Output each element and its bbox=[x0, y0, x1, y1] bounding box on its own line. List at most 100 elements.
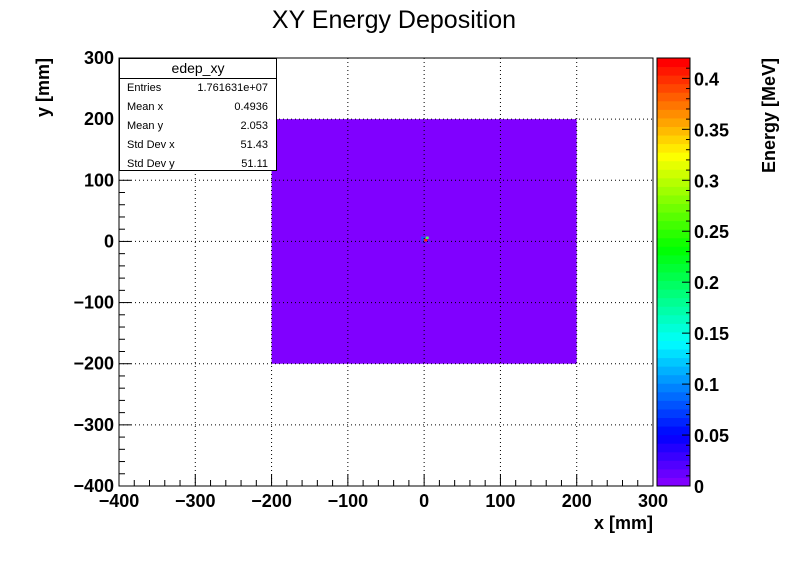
colorbar-band bbox=[657, 117, 690, 127]
colorbar-band bbox=[657, 331, 690, 341]
colorbar-band bbox=[657, 289, 690, 299]
colorbar-band bbox=[657, 408, 690, 419]
stats-box: edep_xy Entries 1.761631e+07 Mean x 0.49… bbox=[119, 58, 277, 171]
x-tick-label: 200 bbox=[562, 491, 592, 511]
stats-value: 1.761631e+07 bbox=[197, 82, 268, 94]
stats-value: 2.053 bbox=[240, 120, 268, 132]
colorbar-tick-label: 0 bbox=[694, 477, 704, 497]
colorbar-tick-label: 0.2 bbox=[694, 273, 719, 293]
stats-label: Std Dev x bbox=[127, 139, 175, 151]
colorbar-tick-label: 0.15 bbox=[694, 324, 729, 344]
color-scale-bar: 0 0.05 0.1 0.15 0.2 0.25 0.3 0.35 0.4 bbox=[656, 57, 729, 497]
colorbar-tick-label: 0.3 bbox=[694, 171, 719, 191]
colorbar-band bbox=[657, 100, 690, 110]
colorbar-band bbox=[657, 58, 690, 68]
stats-value: 0.4936 bbox=[234, 101, 268, 113]
y-axis-title: y [mm] bbox=[33, 58, 53, 117]
x-tick-label: −400 bbox=[99, 491, 140, 511]
colorbar-band bbox=[657, 477, 690, 487]
colorbar-band bbox=[657, 426, 690, 436]
colorbar-title: Energy [MeV] bbox=[759, 58, 779, 173]
heatmap-cell bbox=[427, 241, 431, 244]
colorbar-band bbox=[657, 417, 690, 427]
colorbar-band bbox=[657, 263, 690, 273]
colorbar-band bbox=[657, 460, 690, 470]
stats-row-stddev-x: Std Dev x 51.43 bbox=[120, 136, 276, 155]
stats-row-mean-y: Mean y 2.053 bbox=[120, 117, 276, 136]
heatmap-cell bbox=[421, 238, 425, 242]
colorbar-band bbox=[657, 400, 690, 410]
colorbar-band bbox=[657, 246, 690, 256]
stats-row-mean-x: Mean x 0.4936 bbox=[120, 98, 276, 117]
plot-frame bbox=[118, 57, 654, 487]
colorbar-band bbox=[657, 212, 690, 222]
colorbar-band bbox=[657, 443, 690, 453]
heatmap-cell bbox=[425, 236, 429, 239]
stats-label: Std Dev y bbox=[127, 158, 175, 170]
heatmap-region bbox=[271, 119, 577, 364]
colorbar-band bbox=[657, 186, 690, 196]
colorbar-band bbox=[657, 177, 690, 187]
colorbar-band bbox=[657, 169, 690, 179]
x-tick-label: −100 bbox=[328, 491, 369, 511]
x-tick-label: 0 bbox=[419, 491, 429, 511]
colorbar-band bbox=[657, 280, 690, 290]
stats-row-stddev-y: Std Dev y 51.11 bbox=[120, 155, 276, 174]
axes: −400 −300 −200 −100 0 100 200 300 −400 −300 −200 −1… bbox=[73, 48, 668, 511]
colorbar-band bbox=[657, 160, 690, 170]
colorbar-band bbox=[657, 143, 690, 153]
colorbar-band bbox=[657, 451, 690, 461]
stats-label: Entries bbox=[127, 82, 162, 94]
y-tick-label: −200 bbox=[73, 354, 114, 374]
y-tick-label: 0 bbox=[104, 231, 114, 251]
colorbar-tick-label: 0.35 bbox=[694, 120, 729, 140]
colorbar-tick-label: 0.1 bbox=[694, 375, 719, 395]
colorbar-band bbox=[657, 357, 690, 367]
x-tick-label: 100 bbox=[485, 491, 515, 511]
colorbar-band bbox=[657, 272, 690, 282]
colorbar-band bbox=[657, 306, 690, 316]
colorbar-band bbox=[657, 434, 690, 444]
y-tick-label: −300 bbox=[73, 415, 114, 435]
colorbar-band bbox=[657, 83, 690, 93]
x-axis-title: x [mm] bbox=[594, 513, 653, 533]
stats-box-title: edep_xy bbox=[120, 59, 276, 79]
stats-label: Mean x bbox=[127, 101, 164, 113]
chart-title: XY Energy Deposition bbox=[272, 6, 516, 34]
colorbar-band bbox=[657, 391, 690, 401]
colorbar-band bbox=[657, 374, 690, 384]
colorbar-tick-label: 0.05 bbox=[694, 426, 729, 446]
y-tick-label: −400 bbox=[73, 476, 114, 496]
colorbar-band bbox=[657, 383, 690, 393]
colorbar-band bbox=[657, 468, 690, 478]
stats-value: 51.11 bbox=[241, 158, 268, 170]
y-tick-label: −100 bbox=[73, 293, 114, 313]
heatmap-cell bbox=[421, 241, 425, 244]
colorbar-tick-label: 0.25 bbox=[694, 222, 729, 242]
colorbar-band bbox=[657, 92, 690, 102]
colorbar-band bbox=[657, 220, 690, 230]
colorbar-band bbox=[657, 314, 690, 324]
stats-value: 51.43 bbox=[240, 139, 268, 151]
colorbar-band bbox=[657, 75, 690, 85]
heatmap-cell bbox=[421, 236, 425, 239]
colorbar-band bbox=[657, 323, 690, 333]
colorbar-band bbox=[657, 135, 690, 145]
colorbar-band bbox=[657, 194, 690, 205]
heatmap-cell bbox=[424, 238, 428, 242]
x-tick-label: −200 bbox=[251, 491, 292, 511]
colorbar-band bbox=[657, 254, 690, 264]
stats-row-entries: Entries 1.761631e+07 bbox=[120, 79, 276, 98]
y-tick-label: 200 bbox=[84, 109, 114, 129]
colorbar-band bbox=[657, 66, 690, 76]
stats-label: Mean y bbox=[127, 120, 164, 132]
colorbar-band bbox=[657, 203, 690, 213]
colorbar-band bbox=[657, 237, 690, 247]
colorbar-band bbox=[657, 109, 690, 119]
colorbar-band bbox=[657, 297, 690, 307]
colorbar-band bbox=[657, 349, 690, 359]
colorbar-band bbox=[657, 152, 690, 162]
y-tick-label: 300 bbox=[84, 48, 114, 68]
colorbar-tick-label: 0.4 bbox=[694, 69, 719, 89]
y-tick-label: 100 bbox=[84, 170, 114, 190]
